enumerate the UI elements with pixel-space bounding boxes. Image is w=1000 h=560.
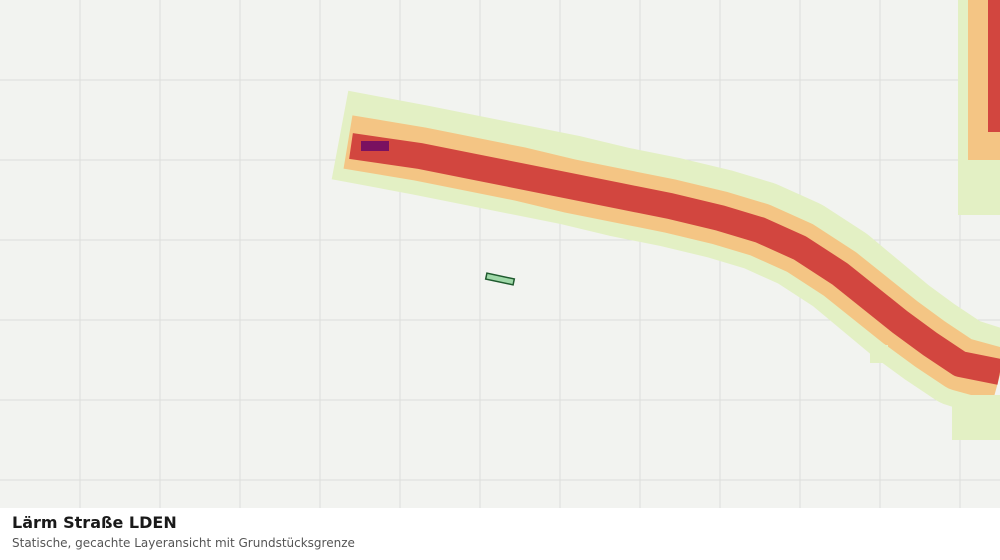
noise-band-peak <box>361 141 389 151</box>
map-subtitle: Statische, gecachte Layeransicht mit Gru… <box>12 536 355 550</box>
noise-band-high <box>349 133 1000 385</box>
noise-band-high <box>988 0 1000 132</box>
noise-patch <box>870 345 888 363</box>
map-title: Lärm Straße LDEN <box>12 513 177 532</box>
noise-bands <box>331 90 1000 418</box>
parcel-boundary <box>484 272 516 286</box>
map-canvas <box>0 0 1000 508</box>
noise-patch <box>952 395 1000 440</box>
